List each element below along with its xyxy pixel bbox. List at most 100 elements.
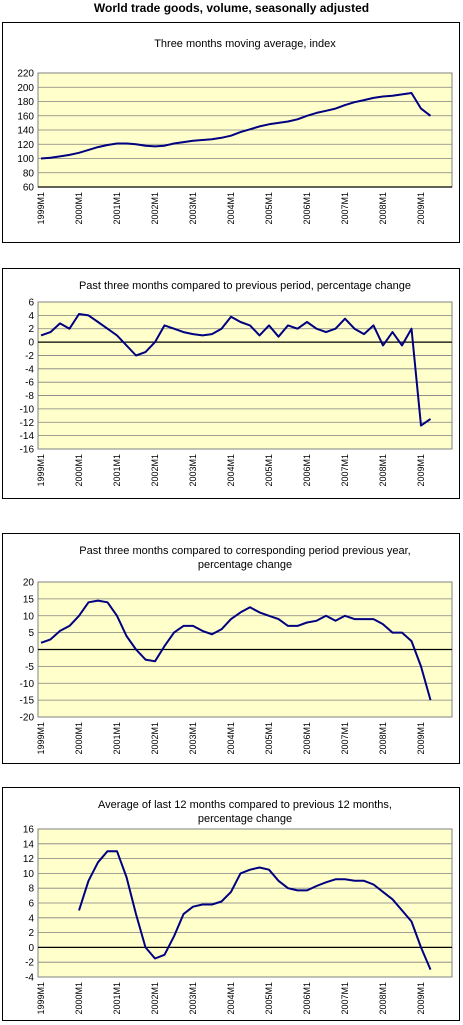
- y-tick-label: 10: [23, 869, 35, 880]
- x-tick-label: 2006M1: [302, 982, 312, 1015]
- y-tick-label: -5: [25, 662, 34, 673]
- x-tick-label: 2002M1: [150, 454, 160, 487]
- y-tick-label: 140: [17, 126, 34, 137]
- y-tick-label: 8: [28, 884, 34, 895]
- y-tick-label: 160: [17, 111, 34, 122]
- y-tick-label: 10: [23, 611, 35, 622]
- y-tick-label: -6: [25, 378, 34, 389]
- y-tick-label: -15: [20, 696, 35, 707]
- chart-title: Past three months compared to previous p…: [78, 280, 412, 292]
- panel-frame: [2, 268, 460, 499]
- x-tick-label: 2008M1: [378, 722, 388, 755]
- y-tick-label: -14: [20, 431, 35, 442]
- y-tick-label: 4: [28, 913, 34, 924]
- x-tick-label: 2001M1: [112, 192, 122, 225]
- x-tick-label: 2000M1: [74, 982, 84, 1015]
- x-tick-label: 2003M1: [188, 722, 198, 755]
- y-tick-label: 220: [17, 69, 34, 80]
- x-tick-label: 2000M1: [74, 192, 84, 225]
- x-tick-label: 2004M1: [226, 192, 236, 225]
- page-title: World trade goods, volume, seasonally ad…: [93, 1, 370, 15]
- x-tick-label: 2006M1: [302, 192, 312, 225]
- y-tick-label: 100: [17, 154, 34, 165]
- x-tick-label: 2009M1: [416, 722, 426, 755]
- y-tick-label: 20: [23, 578, 35, 589]
- x-tick-label: 2001M1: [112, 722, 122, 755]
- y-tick-label: 2: [28, 928, 34, 939]
- x-tick-label: 2007M1: [340, 192, 350, 225]
- y-tick-label: -10: [20, 679, 35, 690]
- x-tick-label: 1999M1: [36, 192, 46, 225]
- y-tick-label: 16: [23, 825, 35, 836]
- y-tick-label: 6: [28, 899, 34, 910]
- y-tick-label: 0: [28, 338, 34, 349]
- y-tick-label: 2: [28, 324, 34, 335]
- y-tick-label: 180: [17, 97, 34, 108]
- panel-frame: [2, 787, 460, 1021]
- chart-title: Average of last 12 months compared to pr…: [98, 799, 392, 825]
- y-tick-label: 80: [23, 168, 35, 179]
- y-tick-label: -4: [25, 364, 34, 375]
- x-tick-label: 2002M1: [150, 192, 160, 225]
- y-tick-label: -8: [25, 391, 34, 402]
- data-line: [40, 92, 432, 160]
- x-tick-label: 2006M1: [302, 454, 312, 487]
- x-tick-label: 2002M1: [150, 982, 160, 1015]
- y-tick-label: -4: [25, 973, 34, 984]
- x-tick-label: 2005M1: [264, 722, 274, 755]
- y-tick-label: -16: [20, 445, 35, 456]
- data-line: [40, 313, 432, 427]
- y-tick-label: -20: [20, 713, 35, 724]
- x-tick-label: 2009M1: [416, 192, 426, 225]
- data-line: [40, 599, 432, 701]
- y-tick-label: 6: [28, 298, 34, 309]
- x-tick-label: 2003M1: [188, 982, 198, 1015]
- x-tick-label: 2008M1: [378, 454, 388, 487]
- x-tick-label: 2004M1: [226, 722, 236, 755]
- y-tick-label: 0: [28, 645, 34, 656]
- x-tick-label: 1999M1: [36, 982, 46, 1015]
- x-tick-label: 2003M1: [188, 454, 198, 487]
- x-tick-label: 2000M1: [74, 454, 84, 487]
- plot-area: [37, 301, 453, 450]
- panel-frame: [2, 22, 460, 243]
- y-tick-label: 15: [23, 594, 35, 605]
- x-tick-label: 2000M1: [74, 722, 84, 755]
- x-tick-label: 2006M1: [302, 722, 312, 755]
- y-tick-label: -10: [20, 404, 35, 415]
- y-tick-label: -12: [20, 418, 35, 429]
- x-tick-label: 2009M1: [416, 454, 426, 487]
- y-tick-label: 12: [23, 854, 35, 865]
- x-tick-label: 2005M1: [264, 982, 274, 1015]
- chart-title: Three months moving average, index: [154, 38, 336, 50]
- x-tick-label: 2001M1: [112, 982, 122, 1015]
- x-tick-label: 2008M1: [378, 982, 388, 1015]
- y-tick-label: 200: [17, 83, 34, 94]
- x-tick-label: 2009M1: [416, 982, 426, 1015]
- panel-frame: [2, 533, 460, 764]
- x-tick-label: 1999M1: [36, 722, 46, 755]
- y-tick-label: 0: [28, 943, 34, 954]
- y-tick-label: 5: [28, 628, 34, 639]
- y-tick-label: -2: [25, 351, 34, 362]
- y-tick-label: 60: [23, 183, 35, 194]
- x-tick-label: 2003M1: [188, 192, 198, 225]
- x-tick-label: 2005M1: [264, 192, 274, 225]
- x-tick-label: 2001M1: [112, 454, 122, 487]
- x-tick-label: 2004M1: [226, 982, 236, 1015]
- x-tick-label: 2005M1: [264, 454, 274, 487]
- y-tick-label: 14: [23, 839, 35, 850]
- x-tick-label: 2008M1: [378, 192, 388, 225]
- x-tick-label: 2007M1: [340, 982, 350, 1015]
- x-tick-label: 2004M1: [226, 454, 236, 487]
- y-tick-label: 4: [28, 311, 34, 322]
- chart-title: Past three months compared to correspond…: [79, 545, 411, 571]
- data-line: [78, 850, 432, 970]
- x-tick-label: 2007M1: [340, 722, 350, 755]
- x-tick-label: 2007M1: [340, 454, 350, 487]
- y-tick-label: -2: [25, 958, 34, 969]
- x-tick-label: 2002M1: [150, 722, 160, 755]
- x-tick-label: 1999M1: [36, 454, 46, 487]
